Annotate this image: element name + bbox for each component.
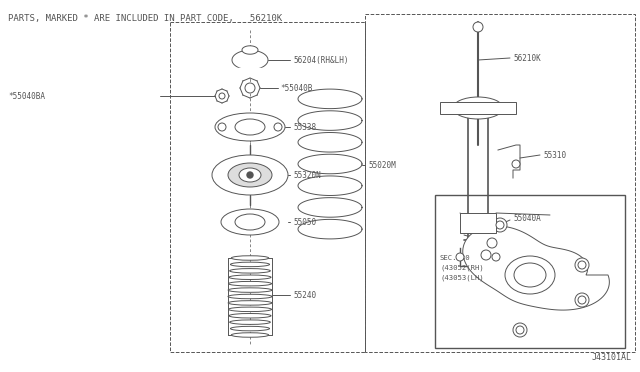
Ellipse shape — [228, 307, 271, 312]
Text: J43101AL: J43101AL — [592, 353, 632, 362]
Polygon shape — [232, 50, 268, 70]
Polygon shape — [232, 68, 268, 76]
Text: 55040A: 55040A — [513, 214, 541, 222]
Circle shape — [492, 253, 500, 261]
Circle shape — [493, 218, 507, 232]
Bar — [170, 22, 365, 352]
Circle shape — [274, 123, 282, 131]
Ellipse shape — [228, 282, 271, 286]
Circle shape — [496, 221, 504, 229]
Circle shape — [578, 296, 586, 304]
Bar — [440, 102, 516, 114]
Ellipse shape — [235, 214, 265, 230]
Ellipse shape — [453, 97, 503, 119]
Text: SEC.430: SEC.430 — [440, 255, 470, 261]
Text: 55310: 55310 — [543, 151, 566, 160]
Ellipse shape — [228, 163, 272, 187]
Ellipse shape — [514, 263, 546, 287]
Ellipse shape — [231, 256, 269, 260]
Ellipse shape — [231, 333, 269, 337]
Text: 56204(RH&LH): 56204(RH&LH) — [293, 55, 349, 64]
Ellipse shape — [228, 301, 272, 305]
Text: 55050: 55050 — [293, 218, 316, 227]
Circle shape — [481, 250, 491, 260]
Text: 55020M: 55020M — [368, 160, 396, 170]
Text: 55338: 55338 — [293, 122, 316, 131]
Ellipse shape — [229, 314, 271, 318]
Ellipse shape — [230, 320, 270, 324]
Circle shape — [516, 326, 524, 334]
Circle shape — [245, 83, 255, 93]
Ellipse shape — [221, 209, 279, 235]
Bar — [365, 14, 635, 352]
Text: *55040B: *55040B — [280, 83, 312, 93]
Circle shape — [512, 160, 520, 168]
Text: 55240: 55240 — [293, 291, 316, 299]
Circle shape — [218, 123, 226, 131]
Ellipse shape — [239, 168, 261, 182]
Circle shape — [513, 323, 527, 337]
Ellipse shape — [228, 294, 272, 299]
Text: (43053(LH): (43053(LH) — [440, 275, 484, 281]
Text: 56210K: 56210K — [513, 54, 541, 62]
Bar — [460, 213, 496, 233]
Ellipse shape — [230, 262, 269, 267]
Polygon shape — [463, 226, 609, 310]
Circle shape — [575, 258, 589, 272]
Circle shape — [219, 93, 225, 99]
Text: 55320N: 55320N — [293, 170, 321, 180]
Circle shape — [578, 261, 586, 269]
Text: PARTS, MARKED * ARE INCLUDED IN PART CODE,   56210K: PARTS, MARKED * ARE INCLUDED IN PART COD… — [8, 14, 282, 23]
Circle shape — [247, 172, 253, 178]
Text: (43052(RH): (43052(RH) — [440, 265, 484, 271]
Circle shape — [473, 22, 483, 32]
Ellipse shape — [229, 275, 271, 279]
Polygon shape — [242, 46, 258, 54]
Ellipse shape — [235, 119, 265, 135]
Ellipse shape — [505, 256, 555, 294]
Ellipse shape — [228, 288, 272, 292]
Ellipse shape — [215, 113, 285, 141]
Circle shape — [487, 238, 497, 248]
Ellipse shape — [230, 326, 269, 331]
Bar — [435, 195, 625, 348]
Circle shape — [575, 293, 589, 307]
Text: *55040BA: *55040BA — [8, 92, 45, 100]
Circle shape — [456, 253, 464, 261]
Ellipse shape — [212, 155, 288, 195]
Ellipse shape — [230, 269, 270, 273]
